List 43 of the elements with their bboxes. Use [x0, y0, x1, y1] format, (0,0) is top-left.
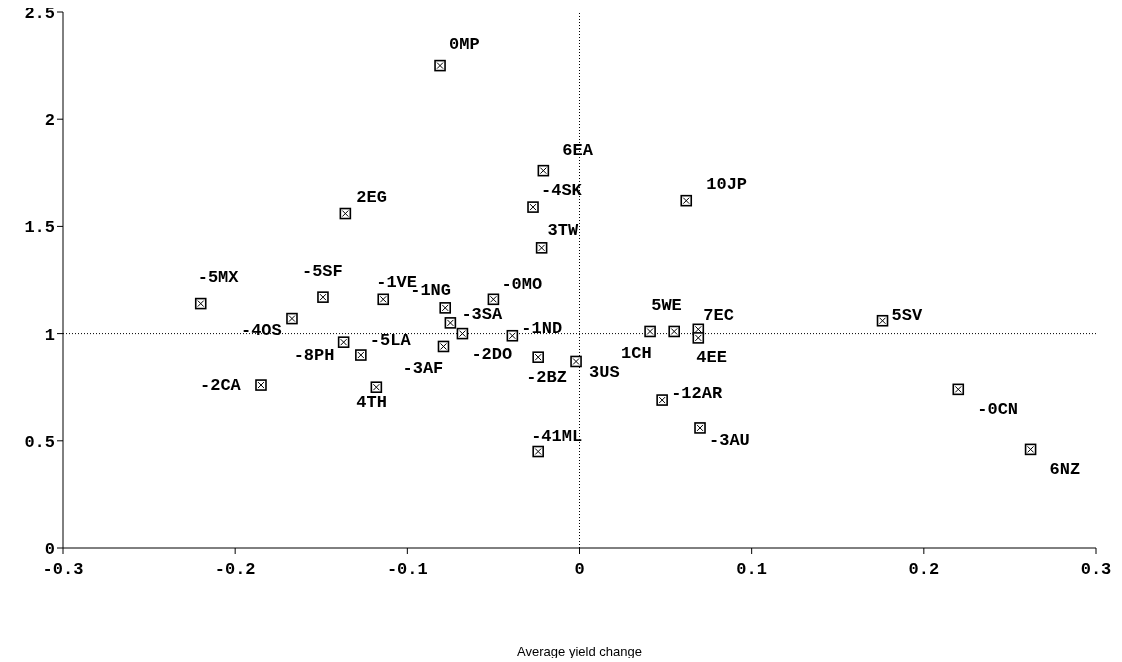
annotation: -5LA [369, 330, 412, 350]
x-axis-title: Average yield change [517, 644, 642, 659]
annotation: 7EC [703, 305, 734, 325]
annotation: -3SA [461, 305, 503, 325]
annotation: -3AF [402, 358, 444, 378]
annotation: 4TH [356, 392, 387, 412]
annotation: 10JP [706, 175, 748, 195]
annotation: -4SK [541, 180, 583, 200]
annotation: -41ML [531, 427, 583, 446]
annotation: -5SF [301, 261, 343, 281]
annotation: 3TW [547, 221, 580, 241]
annotation: 4EE [696, 348, 727, 368]
annotation: 0MP [449, 35, 480, 55]
x-tick-label: -0.3 [42, 560, 84, 580]
annotation: -2DO [471, 345, 513, 365]
x-tick-label: -0.1 [386, 560, 428, 580]
annotation: -4OS [240, 321, 282, 341]
annotation: 3US [589, 362, 620, 382]
x-tick-label: -0.2 [214, 560, 256, 580]
y-tick-label: 0 [44, 540, 55, 560]
x-tick-label: 0.2 [908, 560, 940, 580]
annotation: -3AU [709, 431, 750, 451]
annotation: -1ND [521, 319, 563, 339]
annotation: 2EG [356, 188, 387, 208]
x-tick-label: 0.3 [1080, 560, 1112, 580]
annotation: -0MO [501, 274, 543, 294]
annotation: -12AR [671, 383, 723, 403]
annotation: -0CN [977, 399, 1019, 419]
annotation: -2BZ [526, 367, 567, 387]
y-tick-label: 2 [44, 111, 55, 131]
y-tick-label: 1.5 [24, 218, 55, 238]
annotation: 6EA [562, 141, 594, 161]
x-tick-label: 0.1 [736, 560, 767, 580]
x-tick-label: 0 [574, 560, 585, 580]
annotation: -5MX [197, 268, 240, 288]
y-tick-label: 1 [44, 325, 55, 345]
annotation: 5SV [891, 306, 923, 326]
annotation: 1CH [621, 343, 652, 363]
y-tick-label: 0.5 [24, 432, 55, 452]
annotation: -8PH [293, 345, 335, 365]
annotation: -2CA [199, 375, 242, 395]
annotation: 6NZ [1049, 459, 1081, 479]
annotation: 5WE [651, 295, 682, 315]
